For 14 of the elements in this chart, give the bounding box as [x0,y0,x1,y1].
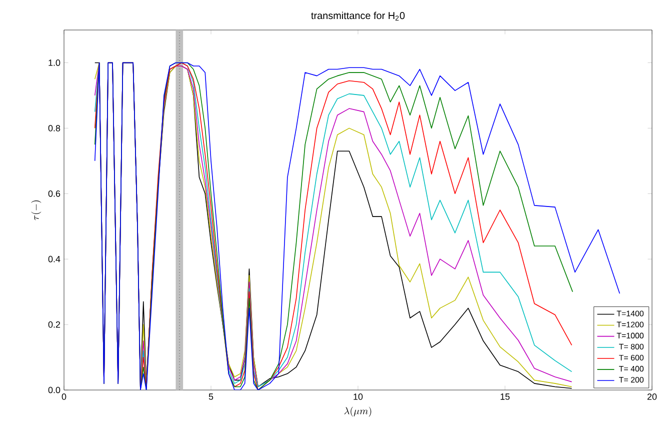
y-tick-label: 0.8 [48,125,60,132]
y-tick-label: 0.2 [48,321,60,328]
y-tick-label: 0.0 [48,386,60,394]
x-axis-title: $\lambda(\mu m)$ [344,406,372,417]
y-tick-label: 1.0 [48,60,60,66]
x-tick-label: 5 [208,394,214,400]
x-tick-label: 15 [500,394,510,400]
chart-title: transmittance for H$_{2}$0 [311,12,405,20]
x-tick-label: 0 [62,394,66,400]
y-tick-label: 0.4 [48,256,60,262]
y-tick-label: 0.6 [48,190,60,197]
x-tick-label: 10 [354,394,363,400]
x-tick-label: 20 [647,394,657,400]
y-axis-title: $\tau(-)$ [31,200,42,220]
